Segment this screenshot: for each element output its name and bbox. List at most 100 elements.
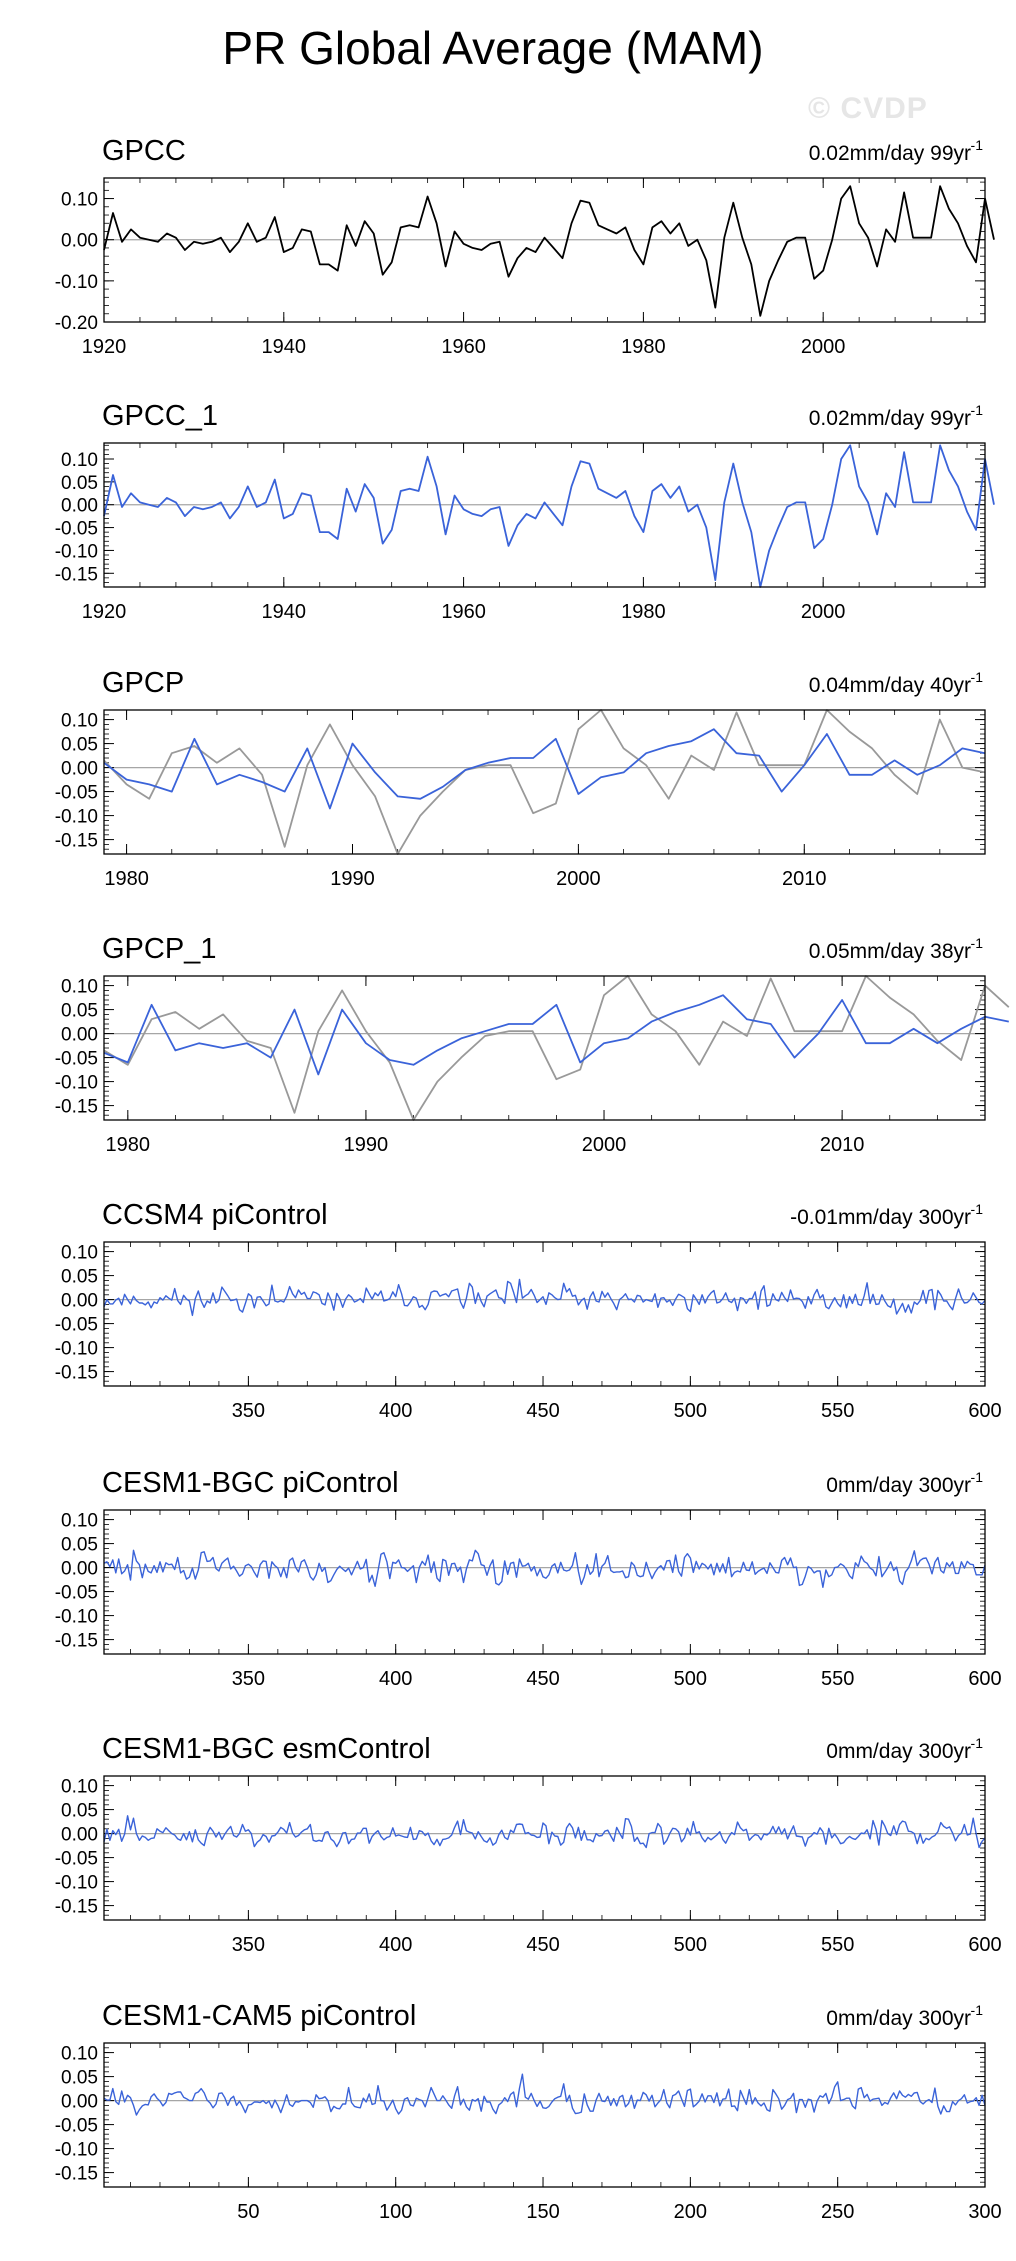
series-line-cesm1-bgc-picontrol (103, 1549, 986, 1589)
watermark-text: © CVDP (808, 92, 928, 125)
x-tick-label: 1980 (621, 336, 666, 358)
series-line-gpcc (103, 709, 986, 855)
figure-title: PR Global Average (MAM) (222, 22, 763, 74)
y-tick-label: -0.05 (55, 1049, 98, 1070)
x-tick-label: 200 (674, 2201, 707, 2223)
series-line-cesm1-bgc-esmcontrol (103, 1815, 986, 1849)
y-tick-label: 0.00 (61, 1025, 98, 1046)
y-tick-label: 0.05 (61, 1267, 98, 1288)
x-tick-label: 2000 (556, 868, 601, 890)
panel-annotation-exponent: -1 (971, 137, 984, 153)
panel-annotation-exponent: -1 (971, 1201, 984, 1217)
y-tick-label: -0.15 (55, 1097, 98, 1118)
x-tick-label: 1960 (441, 336, 486, 358)
panel-8: CESM1-CAM5 piControl 0mm/day 300yr -1 0.10 0… (55, 2000, 1002, 2223)
y-tick-label: -0.15 (55, 1631, 98, 1652)
y-tick-label: -0.15 (55, 1363, 98, 1384)
panel-annotation-exponent: -1 (971, 669, 984, 685)
x-tick-label: 2000 (801, 601, 846, 623)
y-tick-label: -0.10 (55, 2140, 98, 2161)
x-tick-label: 1960 (441, 601, 486, 623)
y-tick-label: -0.10 (55, 1073, 98, 1094)
y-tick-label: 0.05 (61, 735, 98, 756)
x-tick-label: 400 (379, 1668, 412, 1690)
panel-annotation-exponent: -1 (971, 402, 984, 418)
x-tick-label: 450 (526, 1400, 559, 1422)
y-tick-label: -0.05 (55, 1583, 98, 1604)
y-tick-label: -0.10 (55, 541, 98, 562)
y-tick-label: -0.15 (55, 564, 98, 585)
x-tick-label: 400 (379, 1934, 412, 1956)
x-tick-label: 1920 (82, 336, 127, 358)
x-tick-label: 1940 (262, 601, 307, 623)
panel-title: GPCP (102, 667, 184, 699)
panel-annotation: 0mm/day 300yr (826, 2007, 971, 2030)
y-tick-label: -0.15 (55, 831, 98, 852)
panel-annotation: 0mm/day 300yr (826, 1740, 971, 1763)
y-tick-label: -0.10 (55, 1339, 98, 1360)
plot-frame (103, 1775, 986, 1921)
x-tick-label: 1940 (262, 336, 307, 358)
y-tick-label: 0.00 (61, 231, 98, 252)
y-tick-label: 0.10 (61, 450, 98, 471)
x-tick-label: 550 (821, 1934, 854, 1956)
y-tick-label: 0.00 (61, 496, 98, 517)
panel-1: GPCC 0.02mm/day 99yr -10.100.00-0.10-0.201… (55, 135, 995, 358)
y-tick-label: 0.00 (61, 1291, 98, 1312)
panel-annotation: -0.01mm/day 300yr (790, 1206, 971, 1229)
panel-5: CCSM4 piControl -0.01mm/day 300yr -1 0.10 0.… (55, 1199, 1002, 1422)
panel-title: CESM1-BGC piControl (102, 1467, 399, 1499)
x-tick-label: 450 (526, 1934, 559, 1956)
series-line-gpcp (103, 994, 1009, 1076)
y-tick-label: 0.00 (61, 759, 98, 780)
panel-title: CESM1-BGC esmControl (102, 1733, 431, 1765)
x-tick-label: 50 (237, 2201, 259, 2223)
y-tick-label: 0.10 (61, 2044, 98, 2065)
series-line-gpcc (103, 185, 995, 317)
panel-title: GPCC_1 (102, 400, 218, 432)
y-tick-label: -0.15 (55, 2164, 98, 2185)
y-tick-label: -0.05 (55, 519, 98, 540)
x-tick-label: 1980 (104, 868, 149, 890)
x-tick-label: 450 (526, 1668, 559, 1690)
x-tick-label: 250 (821, 2201, 854, 2223)
panel-6: CESM1-BGC piControl 0mm/day 300yr -1 0.10 0.… (55, 1467, 1002, 1690)
y-tick-label: 0.10 (61, 1511, 98, 1532)
panel-annotation-exponent: -1 (971, 935, 984, 951)
panel-annotation-exponent: -1 (971, 1735, 984, 1751)
x-tick-label: 550 (821, 1400, 854, 1422)
plot-frame (103, 1241, 986, 1387)
y-tick-label: 0.05 (61, 1801, 98, 1822)
x-tick-label: 600 (968, 1668, 1001, 1690)
y-tick-label: -0.05 (55, 783, 98, 804)
y-tick-label: 0.05 (61, 2068, 98, 2089)
x-tick-label: 500 (674, 1400, 707, 1422)
y-tick-label: -0.05 (55, 1315, 98, 1336)
y-tick-label: -0.15 (55, 1897, 98, 1918)
x-tick-label: 550 (821, 1668, 854, 1690)
panel-annotation: 0.02mm/day 99yr (809, 142, 971, 165)
series-line-ccsm4-picontrol (103, 1278, 986, 1317)
x-tick-label: 350 (232, 1668, 265, 1690)
panel-annotation: 0.04mm/day 40yr (809, 674, 971, 697)
y-tick-label: -0.10 (55, 807, 98, 828)
x-tick-label: 150 (526, 2201, 559, 2223)
panel-annotation: 0.05mm/day 38yr (809, 940, 971, 963)
y-tick-label: 0.05 (61, 1001, 98, 1022)
x-tick-label: 600 (968, 1400, 1001, 1422)
x-tick-label: 500 (674, 1934, 707, 1956)
panel-annotation: 0mm/day 300yr (826, 1474, 971, 1497)
x-tick-label: 2010 (782, 868, 827, 890)
y-tick-label: 0.10 (61, 1243, 98, 1264)
x-tick-label: 500 (674, 1668, 707, 1690)
x-tick-label: 1980 (621, 601, 666, 623)
plot-frame (103, 442, 986, 588)
y-tick-label: -0.10 (55, 272, 98, 293)
panel-title: CESM1-CAM5 piControl (102, 2000, 416, 2032)
panel-annotation-exponent: -1 (971, 1469, 984, 1485)
plot-frame (103, 1509, 986, 1655)
series-line-gpcc (103, 975, 1010, 1121)
panel-7: CESM1-BGC esmControl 0mm/day 300yr -1 0.10 0… (55, 1733, 1002, 1956)
y-tick-label: 0.10 (61, 711, 98, 732)
